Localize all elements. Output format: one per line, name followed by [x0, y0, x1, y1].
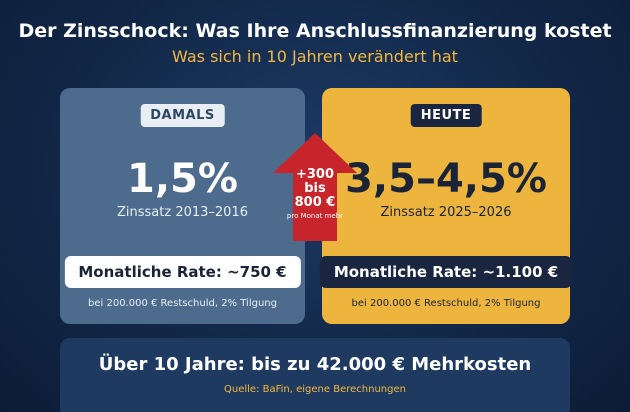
arrow-label: +300 bis 800 € pro Monat mehr [273, 167, 357, 221]
page-title: Der Zinsschock: Was Ihre Anschlussfinanz… [18, 20, 612, 42]
rate-big-damals: 1,5% [127, 156, 238, 202]
arrow-amount-line1: +300 [295, 167, 335, 182]
arrow-amount-line3: 800 € [294, 195, 336, 210]
badge-damals: DAMALS [140, 104, 225, 127]
footnote-damals: bei 200.000 € Restschuld, 2% Tilgung [88, 298, 277, 309]
panel-heute: HEUTE 3,5–4,5% Zinssatz 2025–2026 Monatl… [319, 88, 573, 324]
summary-source: Quelle: BaFin, eigene Berechnungen [224, 384, 406, 395]
up-arrow-icon [273, 133, 357, 241]
arrow-per-month: pro Monat mehr [286, 212, 344, 220]
summary-title: Über 10 Jahre: bis zu 42.000 € Mehrkoste… [98, 354, 532, 375]
footnote-heute: bei 200.000 € Restschuld, 2% Tilgung [351, 298, 541, 309]
monthly-rate-damals: Monatliche Rate: ~750 € [64, 256, 301, 288]
rate-big-heute: 3,5–4,5% [345, 156, 547, 202]
panel-damals: DAMALS 1,5% Zinssatz 2013–2016 Monatlich… [60, 88, 305, 324]
period-heute: Zinssatz 2025–2026 [380, 205, 512, 220]
arrow-amount-line2: bis [304, 181, 326, 196]
badge-heute: HEUTE [410, 104, 482, 127]
page-subtitle: Was sich in 10 Jahren verändert hat [172, 47, 458, 66]
monthly-rate-heute: Monatliche Rate: ~1.100 € [319, 256, 573, 288]
period-damals: Zinssatz 2013–2016 [117, 205, 248, 220]
summary-box: Über 10 Jahre: bis zu 42.000 € Mehrkoste… [60, 338, 570, 412]
